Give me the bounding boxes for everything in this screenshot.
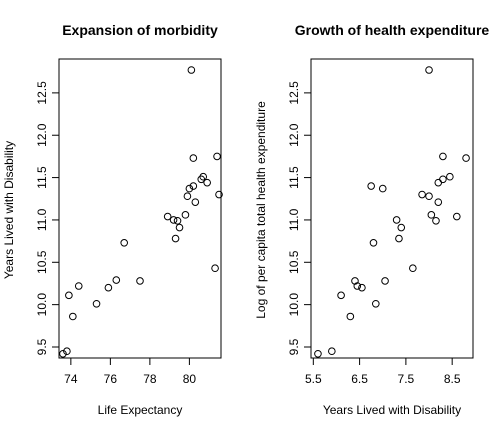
scatter-point <box>197 175 206 184</box>
scatter-point <box>136 277 144 285</box>
y-axis-ticks: 9.5 10.0 10.5 11.0 11.5 12.0 12.5 <box>35 81 59 355</box>
scatter-point <box>185 184 194 193</box>
scatter-point <box>369 239 378 247</box>
scatter-point <box>63 347 71 356</box>
scatter-point <box>189 182 198 190</box>
y-tick-label: 11.5 <box>287 166 301 189</box>
scatter-point <box>418 190 426 199</box>
scatter-point <box>392 216 401 224</box>
scatter-point <box>215 190 223 199</box>
scatter-point <box>378 184 387 193</box>
scatter-point <box>446 172 454 181</box>
y-tick-label: 10.5 <box>35 250 49 274</box>
scatter-point <box>453 212 461 221</box>
scatter-point <box>104 283 113 292</box>
scatter-point <box>173 216 182 225</box>
x-tick-label: 76 <box>104 372 118 386</box>
scatter-point <box>181 211 190 219</box>
x-axis-ticks: 5.5 6.5 7.5 8.5 <box>305 358 461 386</box>
scatter-point <box>427 211 436 219</box>
chart-panel-expenditure: Growth of health expenditure Years Lived… <box>254 22 489 417</box>
y-tick-label: 11.0 <box>287 208 301 231</box>
x-tick-label: 74 <box>64 372 78 386</box>
scatter-point <box>187 66 196 74</box>
plot-frame <box>310 58 474 359</box>
plot-frame <box>58 58 222 359</box>
y-tick-label: 12.0 <box>287 123 301 147</box>
x-axis-label: Years Lived with Disability <box>323 403 461 417</box>
scatter-point <box>372 299 380 308</box>
scatter-point <box>351 277 359 285</box>
scatter-point <box>462 154 470 162</box>
x-axis-label: Life Expectancy <box>98 403 183 417</box>
scatter-point <box>432 216 440 225</box>
y-tick-label: 10.5 <box>287 250 301 274</box>
scatter-point <box>120 239 128 247</box>
y-tick-label: 9.5 <box>287 338 301 355</box>
scatter-point <box>175 223 184 232</box>
x-tick-label: 6.5 <box>351 372 368 386</box>
scatter-point <box>69 312 77 321</box>
chart-panel-morbidity: Expansion of morbidity Life Expectancy Y… <box>2 22 223 417</box>
y-tick-label: 11.0 <box>35 208 49 231</box>
scatter-point <box>337 291 345 300</box>
scatter-point <box>439 152 447 161</box>
chart-title: Expansion of morbidity <box>62 22 218 38</box>
y-tick-label: 9.5 <box>35 338 49 355</box>
x-axis-ticks: 74 76 78 80 <box>64 358 196 386</box>
scatter-point <box>171 234 180 243</box>
scatter-point <box>397 223 406 232</box>
scatter-point <box>199 172 208 181</box>
data-points <box>314 66 470 358</box>
y-axis-ticks: 9.5 10.0 10.5 11.0 11.5 12.0 12.5 <box>287 81 311 355</box>
scatter-point <box>203 178 211 187</box>
scatter-point <box>395 234 403 243</box>
scatter-point <box>191 198 200 206</box>
scatter-point <box>59 349 67 358</box>
scatter-point <box>434 198 443 206</box>
x-tick-label: 80 <box>183 372 197 386</box>
scatter-point <box>425 66 433 74</box>
scatter-point <box>381 277 389 285</box>
scatter-point <box>65 291 73 300</box>
data-points <box>59 66 223 358</box>
scatter-point <box>213 152 221 161</box>
scatter-point <box>367 182 375 190</box>
y-tick-label: 12.0 <box>35 123 49 147</box>
scatter-point <box>112 276 121 284</box>
scatter-point <box>74 282 83 290</box>
chart-title: Growth of health expenditure <box>295 22 490 38</box>
x-tick-label: 78 <box>143 372 157 386</box>
scatter-point <box>409 264 417 273</box>
y-tick-label: 12.5 <box>287 81 301 105</box>
scatter-point <box>211 264 219 273</box>
y-axis-label: Years Lived with Disability <box>2 141 16 279</box>
scatter-point <box>358 283 366 292</box>
x-tick-label: 8.5 <box>444 372 461 386</box>
scatter-point <box>425 192 433 201</box>
scatter-point <box>92 299 101 308</box>
y-tick-label: 11.5 <box>35 166 49 189</box>
y-axis-label: Log of per capita total health expenditu… <box>254 101 268 319</box>
scatter-point <box>183 192 192 201</box>
scatter-point <box>169 216 178 224</box>
scatter-point <box>163 212 172 221</box>
x-tick-label: 5.5 <box>305 372 322 386</box>
y-tick-label: 12.5 <box>35 81 49 105</box>
scatter-point <box>439 175 447 184</box>
scatter-point <box>189 154 198 162</box>
x-tick-label: 7.5 <box>398 372 415 386</box>
scatter-point <box>346 312 355 321</box>
y-tick-label: 10.0 <box>35 293 49 317</box>
scatter-point <box>434 178 443 187</box>
scatter-point <box>314 349 322 358</box>
y-tick-label: 10.0 <box>287 293 301 317</box>
scatter-point <box>353 282 362 290</box>
scatter-point <box>328 347 336 356</box>
